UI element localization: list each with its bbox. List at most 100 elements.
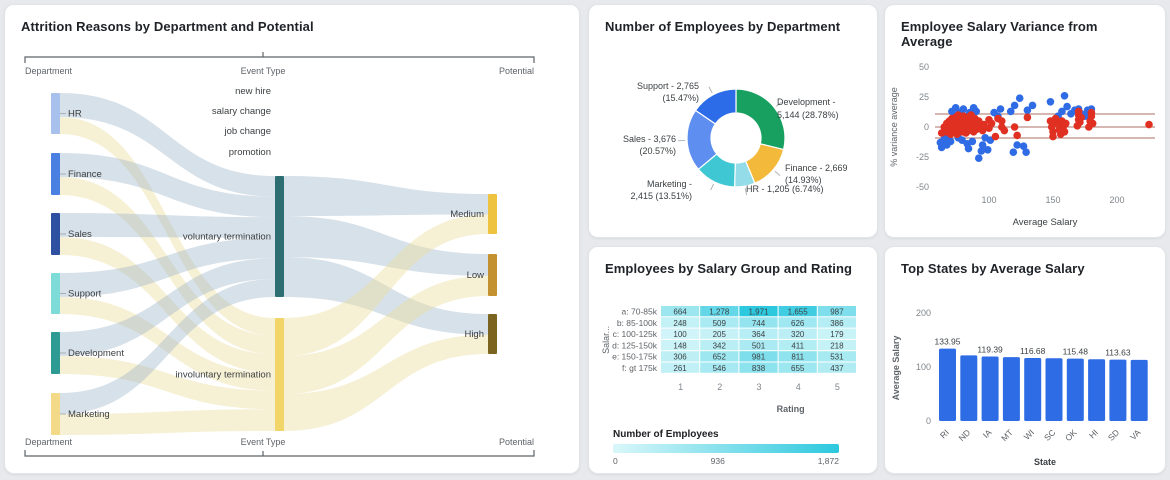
sankey-link-Sales-to-involuntary termination[interactable]	[60, 237, 275, 373]
sankey-node-Sales[interactable]	[51, 213, 60, 255]
donut-slice-Support[interactable]	[694, 88, 737, 125]
scatter-point-blue[interactable]	[983, 146, 992, 154]
scatter-point-blue[interactable]	[1010, 101, 1019, 110]
scatter-point-blue[interactable]	[1063, 102, 1071, 111]
bar-SD[interactable]	[1109, 359, 1127, 421]
scatter-point-blue[interactable]	[1023, 106, 1032, 114]
scatter-point-blue[interactable]	[968, 137, 977, 146]
heatmap-cell-r3c2[interactable]	[739, 339, 778, 351]
heatmap-cell-r3c1[interactable]	[700, 339, 739, 351]
sankey-link-Support-to-involuntary termination[interactable]	[60, 297, 275, 391]
scatter-point-red[interactable]	[1023, 113, 1032, 122]
scatter-point-red[interactable]	[1049, 132, 1057, 141]
heatmap-cell-r4c2[interactable]	[739, 351, 778, 362]
bar-HI[interactable]	[1088, 359, 1106, 421]
scatter-point-red[interactable]	[1077, 113, 1085, 122]
scatter-point-blue[interactable]	[1022, 148, 1030, 156]
bar-WI[interactable]	[1024, 357, 1042, 421]
donut-slice-Development[interactable]	[735, 88, 786, 151]
bar-MT[interactable]	[1002, 357, 1020, 421]
sankey-node-Marketing[interactable]	[51, 393, 60, 435]
sankey-link-voluntary termination-to-Low[interactable]	[284, 216, 488, 276]
scatter-point-red[interactable]	[1145, 120, 1153, 129]
scatter-point-red[interactable]	[1087, 108, 1096, 117]
sankey-node-HR[interactable]	[51, 93, 60, 134]
scatter-point-red[interactable]	[1051, 114, 1060, 123]
heatmap-cell-r4c1[interactable]	[700, 351, 739, 362]
scatter-point-blue[interactable]	[977, 147, 986, 155]
heatmap-cell-r1c0[interactable]	[661, 317, 700, 328]
scatter-point-blue[interactable]	[1015, 94, 1024, 102]
heatmap-cell-r2c4[interactable]	[817, 328, 856, 339]
scatter-point-blue[interactable]	[959, 105, 968, 113]
scatter-point-blue[interactable]	[1009, 148, 1018, 156]
heatmap-cell-r4c0[interactable]	[661, 351, 700, 362]
heatmap-cell-r4c3[interactable]	[778, 351, 817, 362]
sankey-link-Development-to-involuntary termination[interactable]	[60, 356, 275, 410]
sankey-chart[interactable]: HR Finance Sales Support Development Marketin…	[5, 41, 580, 471]
bar-ND[interactable]	[960, 355, 978, 421]
sankey-node-Low[interactable]	[488, 254, 497, 296]
heatmap-cell-r1c2[interactable]	[739, 317, 778, 328]
sankey-node-voluntary termination[interactable]	[275, 176, 284, 297]
sankey-link-HR-to-involuntary termination[interactable]	[60, 117, 275, 336]
bar-SC[interactable]	[1045, 358, 1063, 421]
bar-OK[interactable]	[1066, 358, 1084, 421]
scatter-point-blue[interactable]	[1046, 98, 1055, 106]
sankey-link-Sales-to-voluntary termination[interactable]	[60, 213, 275, 238]
sankey-link-voluntary termination-to-Medium[interactable]	[284, 176, 488, 216]
bar-IA[interactable]	[981, 356, 999, 421]
sankey-link-Finance-to-voluntary termination[interactable]	[60, 153, 275, 218]
heatmap-cell-r3c3[interactable]	[778, 339, 817, 351]
sankey-link-Marketing-to-voluntary termination[interactable]	[60, 278, 275, 414]
scatter-point-blue[interactable]	[974, 154, 983, 162]
heatmap-cell-r0c2[interactable]	[739, 306, 778, 317]
heatmap-cell-r5c0[interactable]	[661, 362, 700, 373]
heatmap-cell-r0c0[interactable]	[661, 306, 700, 317]
heatmap-cell-r4c4[interactable]	[817, 351, 856, 362]
sankey-link-Development-to-voluntary termination[interactable]	[60, 258, 275, 356]
sankey-node-Support[interactable]	[51, 273, 60, 314]
scatter-point-blue[interactable]	[996, 105, 1005, 113]
scatter-point-blue[interactable]	[1013, 141, 1021, 149]
sankey-node-Development[interactable]	[51, 332, 60, 374]
heatmap-cell-r1c3[interactable]	[778, 317, 817, 328]
scatter-point-blue[interactable]	[1019, 142, 1028, 150]
scatter-point-red[interactable]	[1000, 126, 1009, 135]
heatmap-cell-r5c2[interactable]	[739, 362, 778, 373]
sankey-link-involuntary termination-to-Low[interactable]	[284, 275, 488, 394]
sankey-node-Finance[interactable]	[51, 153, 60, 195]
sankey-link-voluntary termination-to-High[interactable]	[284, 257, 488, 335]
sankey-node-High[interactable]	[488, 314, 497, 354]
heatmap-cell-r3c0[interactable]	[661, 339, 700, 351]
sankey-link-HR-to-voluntary termination[interactable]	[60, 93, 275, 197]
scatter-point-blue[interactable]	[1028, 101, 1037, 110]
sankey-node-Medium[interactable]	[488, 194, 497, 234]
scatter-point-red[interactable]	[1060, 128, 1069, 136]
scatter-point-red[interactable]	[1088, 119, 1097, 128]
bar-VA[interactable]	[1130, 359, 1148, 421]
donut-chart[interactable]: Development - 5,144 (28.78%) Finance - 2,6…	[589, 31, 878, 237]
scatter-chart[interactable]: 50 25 0 -25 -50 100 150 200 % variance average Av…	[885, 31, 1166, 238]
scatter-point-blue[interactable]	[1006, 107, 1015, 116]
scatter-point-blue[interactable]	[1058, 107, 1066, 116]
heatmap-cell-r2c2[interactable]	[739, 328, 778, 339]
scatter-point-red[interactable]	[998, 117, 1006, 125]
scatter-point-red[interactable]	[1062, 119, 1070, 128]
bar-chart[interactable]: 0 100 200 133.95 RI ND 119.39 IA MT 116.68 WI SC 115…	[885, 273, 1166, 474]
sankey-link-Finance-to-involuntary termination[interactable]	[60, 177, 275, 355]
scatter-point-red[interactable]	[991, 132, 1000, 141]
scatter-point-red[interactable]	[1010, 123, 1019, 131]
sankey-link-Marketing-to-involuntary termination[interactable]	[60, 409, 275, 435]
scatter-point-red[interactable]	[1013, 131, 1021, 140]
heatmap-cell-r0c4[interactable]	[817, 306, 856, 317]
heatmap-cell-r0c1[interactable]	[700, 306, 739, 317]
heatmap-cell-r5c4[interactable]	[817, 362, 856, 373]
heatmap-cell-r5c1[interactable]	[700, 362, 739, 373]
scatter-point-blue[interactable]	[978, 141, 987, 149]
heatmap-cell-r2c3[interactable]	[778, 328, 817, 339]
sankey-link-Support-to-voluntary termination[interactable]	[60, 237, 275, 297]
scatter-point-red[interactable]	[1074, 107, 1083, 116]
sankey-node-involuntary termination[interactable]	[275, 318, 284, 431]
heatmap-cell-r3c4[interactable]	[817, 339, 856, 351]
